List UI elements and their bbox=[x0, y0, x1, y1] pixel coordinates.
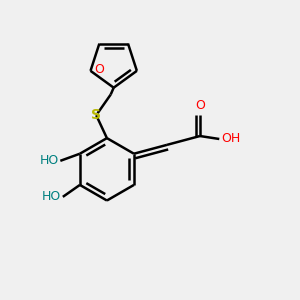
Text: S: S bbox=[91, 108, 101, 122]
Text: HO: HO bbox=[42, 190, 61, 203]
Text: HO: HO bbox=[40, 154, 59, 167]
Text: O: O bbox=[94, 63, 104, 76]
Text: O: O bbox=[195, 99, 205, 112]
Text: OH: OH bbox=[221, 133, 240, 146]
